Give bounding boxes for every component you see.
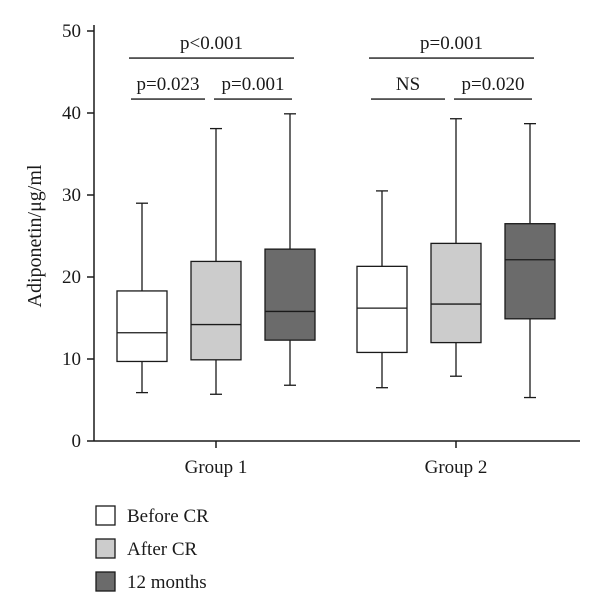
iqr-box bbox=[504, 223, 556, 320]
y-tick-label: 30 bbox=[62, 185, 81, 206]
box-12-months-group-2 bbox=[504, 123, 556, 399]
significance-label: p=0.020 bbox=[462, 74, 525, 95]
legend: Before CR After CR 12 months bbox=[95, 505, 209, 593]
box-12-months-group-1 bbox=[264, 113, 316, 386]
legend-swatch bbox=[95, 571, 116, 592]
y-tick-label: 20 bbox=[62, 267, 81, 288]
iqr-box bbox=[264, 248, 316, 341]
box-before-cr-group-1 bbox=[116, 202, 168, 394]
boxes bbox=[116, 113, 556, 399]
legend-swatch bbox=[95, 505, 116, 526]
significance-label: p=0.001 bbox=[420, 33, 483, 54]
iqr-box bbox=[356, 265, 408, 354]
box-after-cr-group-1 bbox=[190, 127, 242, 395]
legend-label: 12 months bbox=[127, 572, 207, 593]
iqr-box bbox=[430, 242, 482, 344]
y-tick-label: 0 bbox=[72, 431, 82, 452]
significance-label: p<0.001 bbox=[180, 33, 243, 54]
legend-swatch bbox=[95, 538, 116, 559]
iqr-box bbox=[116, 290, 168, 363]
significance-label: p=0.001 bbox=[222, 74, 285, 95]
axes: 0 10 20 30 40 50 Group 1 Group 2 Adiponetin/μg/m… bbox=[24, 21, 580, 478]
x-category-label: Group 2 bbox=[425, 457, 488, 478]
significance-label: NS bbox=[396, 74, 420, 95]
legend-label: Before CR bbox=[127, 506, 209, 527]
significance-label: p=0.023 bbox=[137, 74, 200, 95]
iqr-box bbox=[190, 260, 242, 361]
box-before-cr-group-2 bbox=[356, 190, 408, 389]
y-axis-label: Adiponetin/μg/ml bbox=[24, 164, 46, 307]
x-category-label: Group 1 bbox=[185, 457, 248, 478]
y-tick-label: 40 bbox=[62, 103, 81, 124]
legend-label: After CR bbox=[127, 539, 198, 560]
y-tick-label: 10 bbox=[62, 349, 81, 370]
box-after-cr-group-2 bbox=[430, 118, 482, 377]
y-tick-label: 50 bbox=[62, 21, 81, 42]
